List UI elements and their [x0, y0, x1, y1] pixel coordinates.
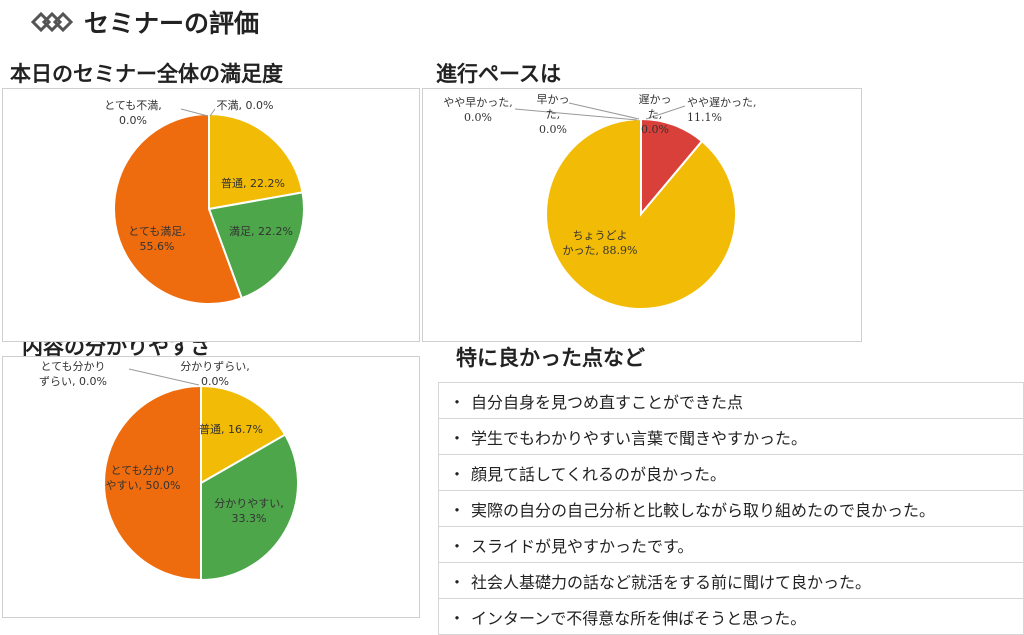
- data-label-0: 普通, 16.7%: [199, 422, 263, 436]
- list-item: ・社会人基礎力の話など就活をする前に聞けて良かった。: [438, 563, 1024, 599]
- list-item-text: 学生でもわかりやすい言葉で聞きやすかった。: [471, 428, 808, 448]
- data-label-0: やや遅かった, 11.1%: [687, 96, 757, 124]
- list-bullet: ・: [449, 392, 466, 412]
- overall-chart-panel: 普通, 22.2% 満足, 22.2% とても満足, 55.6% とても不満, 0.0% 不…: [2, 88, 420, 342]
- pie-slice-0: [208, 112, 304, 211]
- list-item: ・自分自身を見つめ直すことができた点: [438, 382, 1024, 419]
- leader-line-4: [209, 108, 216, 117]
- pie-slice-2: [103, 384, 202, 582]
- overall-pie-chart: 普通, 22.2% 満足, 22.2% とても満足, 55.6% とても不満, 0.0% 不…: [104, 99, 305, 305]
- data-label-4: 分かりずらい, 0.0%: [180, 360, 250, 388]
- data-label-2: やや早かった, 0.0%: [443, 96, 513, 124]
- list-bullet: ・: [449, 500, 466, 520]
- list-bullet: ・: [449, 464, 466, 484]
- list-item-text: スライドが見やすかったです。: [471, 536, 694, 556]
- logo-icon: [30, 11, 74, 33]
- good-points-section-title: 特に良かった点など: [456, 346, 645, 370]
- page-header: セミナーの評価: [30, 2, 259, 42]
- leader-line-0: [645, 105, 686, 120]
- data-label-1: 満足, 22.2%: [229, 225, 293, 238]
- data-label-3: 早かった, 0.0%: [537, 93, 570, 136]
- list-item-text: 自分自身を見つめ直すことができた点: [471, 392, 744, 412]
- clarity-chart-panel: 普通, 16.7% 分かりやすい, 33.3% とても分かりやすい, 50.0% とても…: [2, 356, 420, 618]
- leader-line-3: [568, 102, 640, 120]
- data-label-0: 普通, 22.2%: [221, 176, 285, 190]
- clarity-pie-chart: 普通, 16.7% 分かりやすい, 33.3% とても分かりやすい, 50.0% とても…: [39, 360, 299, 582]
- data-label-1: ちょうどよかった, 88.9%: [563, 229, 638, 257]
- list-bullet: ・: [449, 572, 466, 592]
- list-bullet: ・: [449, 536, 466, 556]
- page-title: セミナーの評価: [84, 9, 260, 38]
- list-item-text: 顔見て話してくれるのが良かった。: [471, 464, 727, 484]
- good-points-list: ・自分自身を見つめ直すことができた点 ・学生でもわかりやすい言葉で聞きやすかった…: [438, 382, 1024, 635]
- data-label-4: 不満, 0.0%: [217, 99, 274, 112]
- data-label-4: 遅かった, 0.0%: [639, 93, 672, 136]
- pie-slice-0: [640, 117, 704, 217]
- list-item: ・スライドが見やすかったです。: [438, 527, 1024, 563]
- list-item: ・顔見て話してくれるのが良かった。: [438, 455, 1024, 491]
- leader-line-3: [128, 368, 200, 386]
- list-bullet: ・: [449, 428, 466, 448]
- data-label-2: とても分かりやすい, 50.0%: [106, 464, 181, 492]
- pie-slice-1: [200, 433, 299, 582]
- leader-line-2: [514, 108, 638, 121]
- data-label-3: とても分かりずらい, 0.0%: [39, 360, 107, 388]
- list-item-text: 実際の自分の自己分析と比較しながら取り組めたので良かった。: [471, 500, 936, 520]
- pace-chart-panel: やや遅かった, 11.1% ちょうどよかった, 88.9% やや早かった, 0.0% 早か…: [422, 88, 862, 342]
- pace-pie-chart: やや遅かった, 11.1% ちょうどよかった, 88.9% やや早かった, 0.0% 早か…: [443, 93, 757, 310]
- list-item-text: 社会人基礎力の話など就活をする前に聞けて良かった。: [471, 572, 872, 592]
- list-item: ・実際の自分の自己分析と比較しながら取り組めたので良かった。: [438, 491, 1024, 527]
- data-label-3: とても不満, 0.0%: [104, 99, 162, 127]
- leader-line-3: [180, 108, 209, 117]
- overall-section-title: 本日のセミナー全体の満足度: [10, 62, 283, 86]
- data-label-2: とても満足, 55.6%: [128, 225, 186, 253]
- data-label-1: 分かりやすい, 33.3%: [214, 497, 284, 525]
- pie-slice-2: [113, 112, 244, 305]
- list-item-text: インターンで不得意な所を伸ばそうと思った。: [471, 608, 807, 628]
- pie-slice-1: [545, 117, 737, 310]
- pace-section-title: 進行ペースは: [436, 62, 561, 86]
- pie-slice-0: [200, 384, 287, 485]
- list-item: ・学生でもわかりやすい言葉で聞きやすかった。: [438, 419, 1024, 455]
- list-bullet: ・: [449, 608, 466, 628]
